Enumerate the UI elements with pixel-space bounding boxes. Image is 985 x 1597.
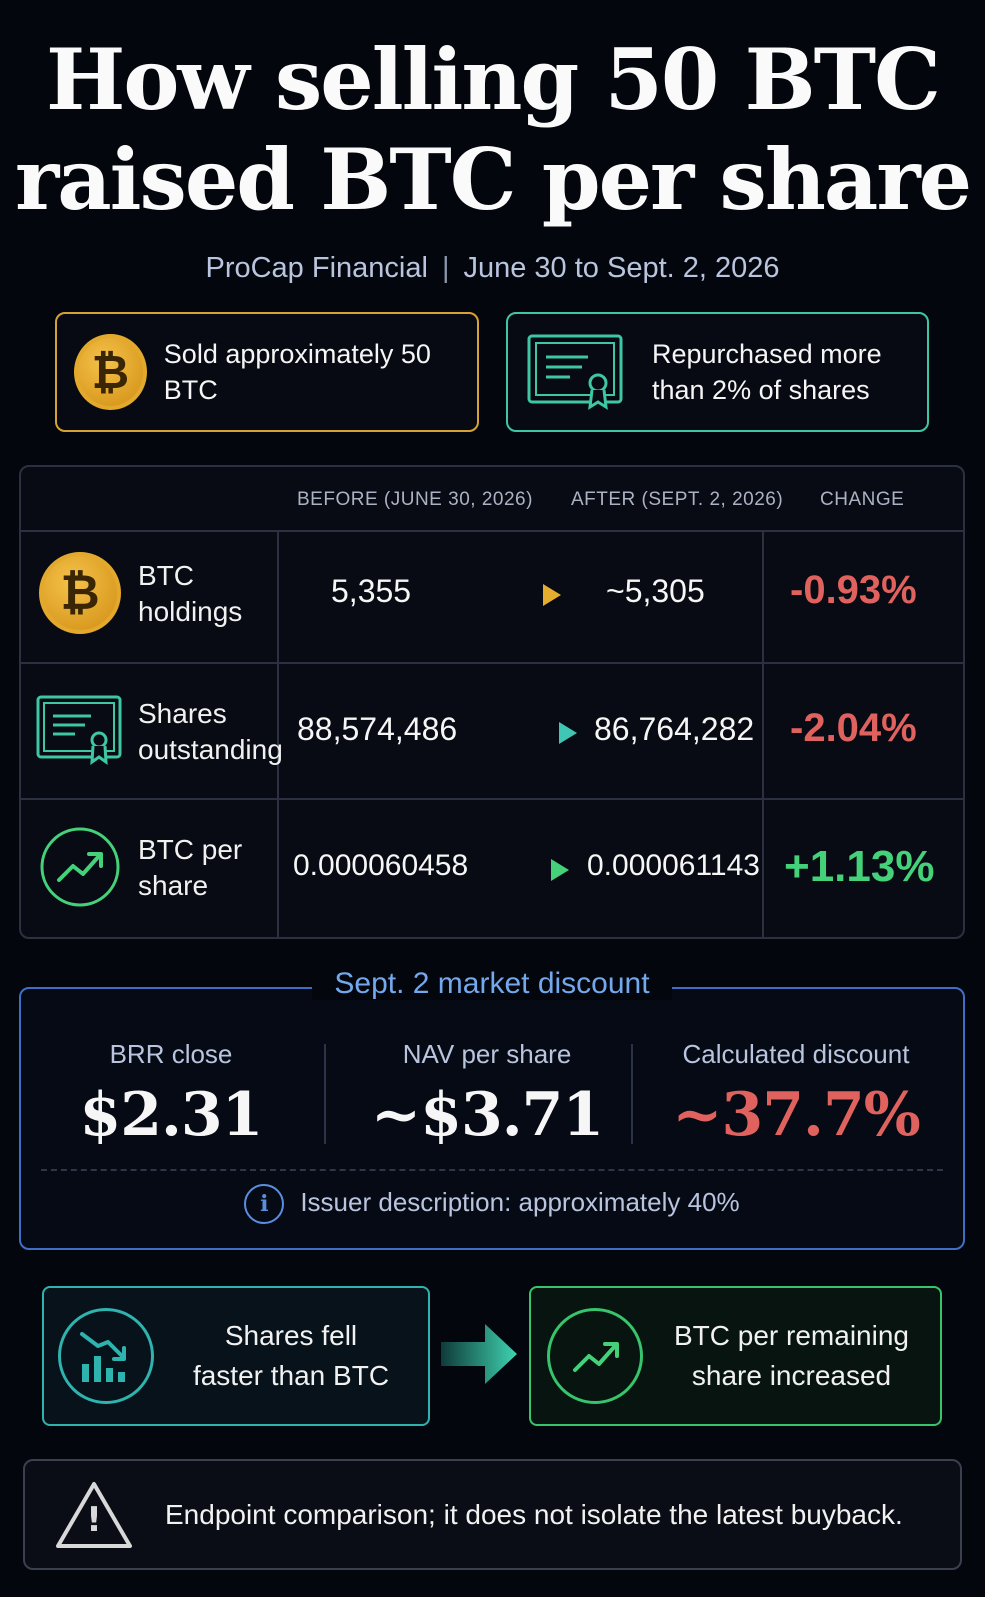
trend-up-icon [40, 827, 120, 907]
warning-glyph: ! [86, 1499, 102, 1540]
arrow-right-icon [473, 859, 569, 881]
brr-close-metric: BRR close $2.31 [21, 1039, 321, 1150]
brr-close-value: $2.31 [79, 1080, 264, 1150]
table-row: ₿ BTC holdings 5,355 ~5,305 -0.93% [21, 530, 963, 664]
title-line-2: raised BTC per share [14, 130, 972, 229]
row-label: Shares outstanding [138, 696, 283, 768]
table-row: Shares outstanding 88,574,486 86,764,282… [21, 664, 963, 800]
calculated-discount-metric: Calculated discount ~37.7% [646, 1039, 946, 1150]
trend-up-icon [547, 1308, 643, 1404]
company-name: ProCap Financial [205, 252, 428, 284]
nav-per-share-label: NAV per share [402, 1039, 572, 1069]
row-label-line-2: share [138, 870, 209, 901]
column-divider [762, 530, 764, 937]
value-after: ~5,305 [606, 573, 705, 609]
btc-per-share-increased-card: BTC per remaining share increased [529, 1286, 942, 1426]
header-after: AFTER (SEPT. 2, 2026) [571, 489, 784, 510]
dashed-divider [41, 1169, 943, 1171]
sold-btc-card: ₿ Sold approximately 50 BTC [55, 312, 479, 432]
title-line-1: How selling 50 BTC [46, 30, 941, 129]
discount-title-text: Sept. 2 market discount [312, 967, 672, 1000]
arrow-right-icon [469, 722, 577, 744]
caveat-text: Endpoint comparison; it does not isolate… [165, 1498, 903, 1530]
subtitle-separator: | [441, 252, 450, 284]
shares-fell-card: Shares fell faster than BTC [42, 1286, 430, 1426]
column-divider [277, 530, 279, 937]
shares-fell-line-2: faster than BTC [192, 1360, 390, 1391]
repurchase-line-1: Repurchased more [652, 339, 882, 369]
value-before: 88,574,486 [297, 711, 458, 747]
bitcoin-icon: ₿ [74, 334, 147, 410]
bitcoin-icon: ₿ [39, 552, 121, 634]
row-label-line-1: BTC [138, 560, 194, 591]
header-change: CHANGE [820, 489, 905, 510]
row-label: BTC holdings [138, 558, 242, 630]
row-label-line-1: Shares [138, 698, 227, 729]
change-negative: -2.04% [790, 706, 917, 750]
row-label-line-1: BTC per [138, 834, 243, 865]
repurchase-line-2: than 2% of shares [652, 375, 870, 405]
value-after: 0.000061143 [587, 849, 760, 882]
falling-chart-icon [58, 1308, 154, 1404]
certificate-icon [36, 695, 122, 766]
repurchase-card: Repurchased more than 2% of shares [506, 312, 929, 432]
calculated-discount-label: Calculated discount [682, 1039, 910, 1069]
arrow-right-icon [469, 584, 561, 606]
shares-fell-line-1: Shares fell [224, 1320, 358, 1351]
value-after: 86,764,282 [594, 711, 755, 747]
table-row: BTC per share 0.000060458 0.000061143 +1… [21, 800, 963, 937]
metric-divider [631, 1044, 633, 1144]
row-label: BTC per share [138, 832, 242, 904]
caveat-banner: ! Endpoint comparison; it does not isola… [23, 1459, 962, 1570]
value-before: 5,355 [331, 573, 412, 609]
page-title: How selling 50 BTC raised BTC per share [0, 30, 985, 230]
period: June 30 to Sept. 2, 2026 [463, 252, 780, 284]
metric-divider [324, 1044, 326, 1144]
header-before: BEFORE (JUNE 30, 2026) [297, 489, 533, 510]
change-positive: +1.13% [784, 842, 935, 891]
calculated-discount-value: ~37.7% [672, 1080, 920, 1150]
issuer-note: i Issuer description: approximately 40% [21, 1184, 963, 1224]
change-negative: -0.93% [790, 568, 917, 612]
nav-per-share-value: ~$3.71 [370, 1080, 604, 1150]
table-header: BEFORE (JUNE 30, 2026) AFTER (SEPT. 2, 2… [21, 467, 963, 532]
certificate-icon [526, 333, 624, 411]
market-discount-panel: Sept. 2 market discount BRR close $2.31 … [19, 967, 965, 1250]
btc-per-share-increased-text: BTC per remaining share increased [643, 1316, 940, 1396]
btc-increased-line-1: BTC per remaining [674, 1320, 909, 1351]
sold-btc-text: Sold approximately 50 BTC [163, 339, 431, 405]
comparison-table: BEFORE (JUNE 30, 2026) AFTER (SEPT. 2, 2… [19, 465, 965, 939]
value-before: 0.000060458 [293, 849, 469, 882]
discount-title: Sept. 2 market discount [21, 967, 963, 1001]
btc-increased-line-2: share increased [691, 1360, 892, 1391]
repurchase-text: Repurchased more than 2% of shares [652, 336, 882, 408]
row-label-line-2: outstanding [138, 734, 283, 765]
row-label-line-2: holdings [138, 596, 243, 627]
flow-arrow-icon [441, 1324, 517, 1384]
subtitle: ProCap Financial | June 30 to Sept. 2, 202… [0, 252, 985, 285]
nav-per-share-metric: NAV per share ~$3.71 [337, 1039, 637, 1150]
shares-fell-text: Shares fell faster than BTC [154, 1316, 428, 1396]
warning-icon: ! [55, 1480, 133, 1550]
brr-close-label: BRR close [109, 1039, 233, 1069]
issuer-note-text: Issuer description: approximately 40% [300, 1186, 740, 1217]
info-icon: i [244, 1184, 285, 1224]
